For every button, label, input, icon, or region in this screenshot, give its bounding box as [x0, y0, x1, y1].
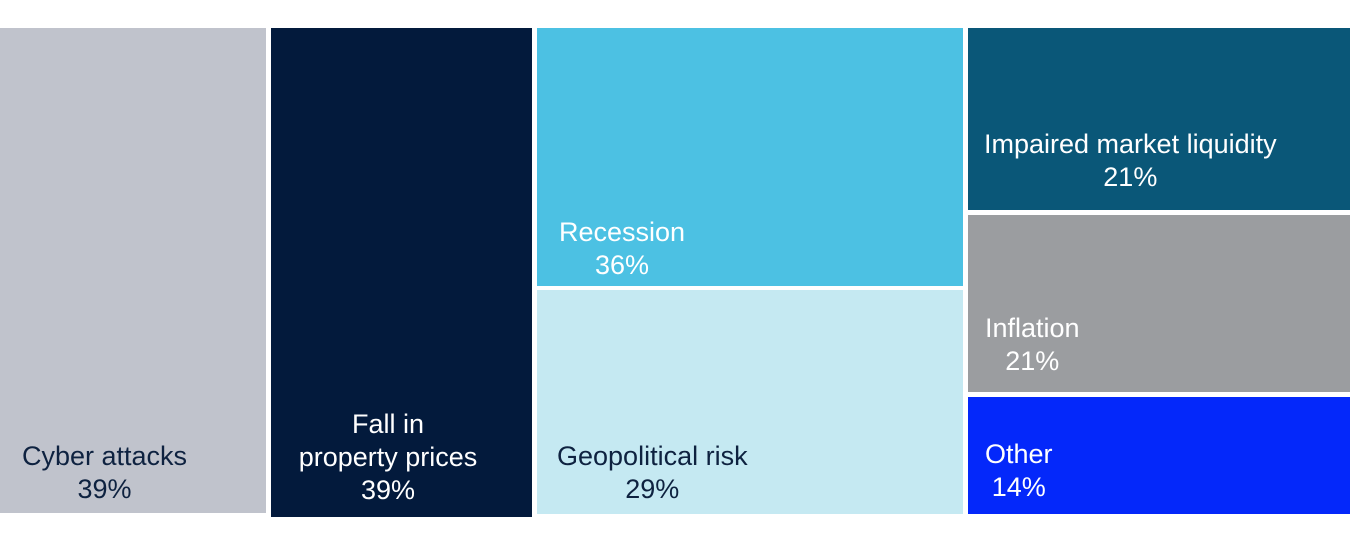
tile-value: 14%	[991, 472, 1046, 502]
tile-label: Cyber attacks	[22, 441, 188, 471]
tile-label: Geopolitical risk	[557, 441, 748, 471]
tile-label-block: Cyber attacks 39%	[22, 440, 187, 506]
tile-label: Inflation	[985, 313, 1080, 343]
tile-label-block: Other 14%	[985, 438, 1053, 504]
tile-inflation: Inflation 21%	[968, 215, 1350, 392]
tile-label: Other	[985, 439, 1053, 469]
tile-label: property prices	[298, 442, 478, 472]
tile-other: Other 14%	[968, 397, 1350, 514]
tile-label-block: Recession 36%	[559, 216, 685, 282]
tile-impaired-market-liquidity: Impaired market liquidity 21%	[968, 28, 1350, 210]
tile-fall-in-property-prices: Fall in property prices 39%	[271, 28, 532, 517]
tile-value: 21%	[1005, 346, 1060, 376]
tile-label: Impaired market liquidity	[984, 129, 1277, 159]
tile-geopolitical-risk: Geopolitical risk 29%	[537, 290, 963, 514]
tile-value: 39%	[77, 474, 132, 504]
tile-label: Recession	[559, 217, 686, 247]
tile-recession: Recession 36%	[537, 28, 963, 286]
tile-value: 39%	[360, 475, 416, 505]
tile-label-block: Inflation 21%	[985, 312, 1080, 378]
tile-cyber-attacks: Cyber attacks 39%	[0, 28, 266, 513]
tile-value: 29%	[625, 474, 680, 504]
tile-label-block: Fall in property prices 39%	[289, 408, 487, 507]
tile-value: 21%	[1103, 162, 1158, 192]
tile-label-block: Geopolitical risk 29%	[557, 440, 748, 506]
tile-label: Fall in	[351, 409, 425, 439]
tile-value: 36%	[595, 250, 650, 280]
tile-label-block: Impaired market liquidity 21%	[984, 128, 1277, 194]
